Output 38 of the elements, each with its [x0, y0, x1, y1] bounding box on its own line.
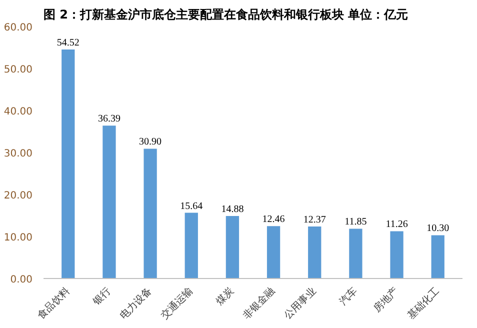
x-tick-label: 非银金融 [240, 284, 278, 322]
x-tick-label: 电力设备 [117, 284, 154, 322]
bar [62, 50, 75, 278]
data-label: 11.26 [386, 219, 408, 230]
x-tick-label: 煤炭 [214, 284, 236, 308]
chart-title: 图 2：打新基金沪市底仓主要配置在食品饮料和银行板块 单位：亿元 [44, 8, 408, 22]
bar [144, 148, 157, 278]
bar [184, 212, 198, 278]
data-label: 36.39 [98, 114, 120, 125]
y-tick-label: 60.00 [4, 22, 33, 34]
y-tick-label: 0.00 [10, 274, 32, 286]
x-tick-label: 食品饮料 [35, 284, 72, 322]
bar [308, 226, 322, 278]
y-tick-label: 30.00 [4, 148, 33, 160]
x-tick-label: 基础化工 [404, 284, 442, 322]
data-label: 14.88 [221, 204, 244, 216]
x-tick-label: 汽车 [336, 284, 360, 308]
y-tick-label: 40.00 [4, 106, 33, 118]
data-label: 30.90 [139, 136, 162, 148]
bar [431, 235, 444, 278]
y-tick-label: 20.00 [4, 190, 33, 202]
bar [102, 126, 116, 278]
data-label: 11.85 [344, 216, 367, 228]
data-label: 12.37 [303, 214, 326, 226]
x-tick-label: 房地产 [370, 284, 401, 315]
bar [349, 228, 362, 278]
x-tick-label: 交通运输 [158, 284, 196, 322]
y-tick-label: 10.00 [4, 232, 33, 244]
y-tick-label: 50.00 [4, 64, 33, 76]
x-tick-label: 银行 [90, 286, 114, 308]
bar [226, 216, 240, 278]
data-label: 54.52 [56, 38, 80, 49]
bar [390, 231, 404, 278]
data-label: 10.30 [426, 223, 450, 234]
x-tick-label: 公用事业 [282, 284, 319, 322]
data-label: 12.46 [262, 214, 285, 226]
bar [266, 226, 280, 278]
data-label: 15.64 [180, 200, 203, 212]
